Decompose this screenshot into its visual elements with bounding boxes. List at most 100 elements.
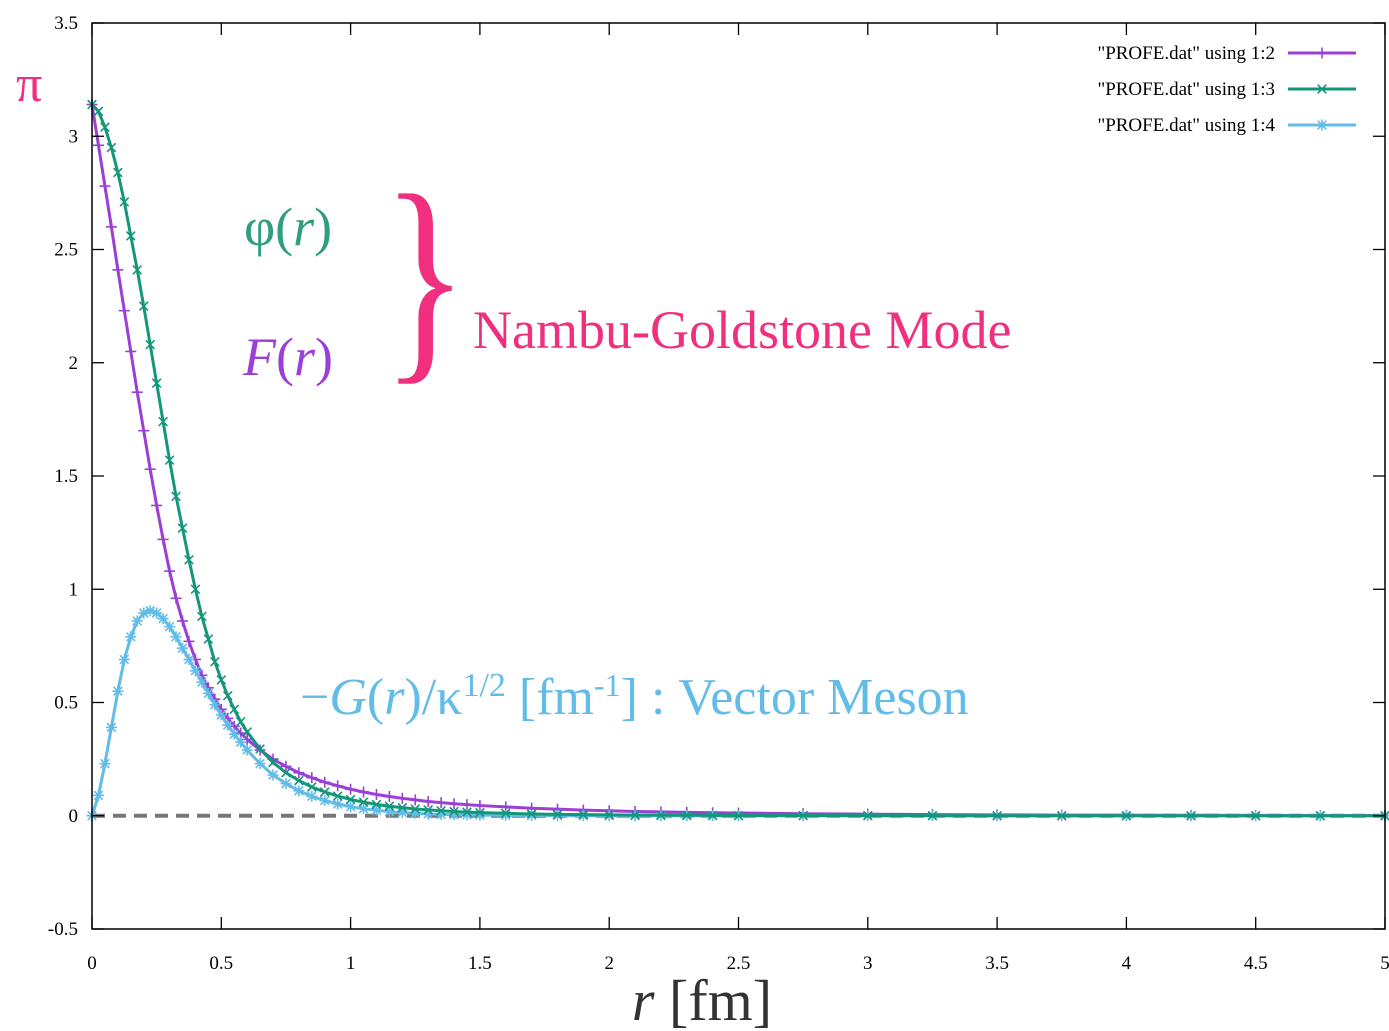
x-marker <box>733 810 744 821</box>
marker-stroke <box>209 656 220 667</box>
vm-G: G <box>329 669 367 726</box>
marker-stroke <box>184 554 194 565</box>
x-marker <box>190 584 201 595</box>
x-marker <box>255 744 265 754</box>
y-tick-label: 2.5 <box>54 240 78 261</box>
x-marker <box>371 799 382 810</box>
marker-stroke <box>1250 810 1261 821</box>
plus-marker <box>118 305 130 317</box>
x-marker <box>681 810 692 821</box>
x-axis-var: r <box>632 968 655 1031</box>
x-marker <box>604 809 615 820</box>
x-marker <box>235 716 246 727</box>
marker-stroke <box>145 339 156 350</box>
x-marker <box>397 802 408 813</box>
star-marker <box>183 653 195 665</box>
marker-stroke <box>125 231 136 241</box>
marker-stroke <box>345 794 356 805</box>
star-marker <box>157 613 169 625</box>
x-tick-label: 4.5 <box>1244 953 1268 974</box>
vm-unit-post: ] : Vector Meson <box>621 669 969 726</box>
x-axis-unit: [fm] <box>655 968 773 1031</box>
star-marker <box>215 709 227 721</box>
marker-stroke <box>113 167 123 178</box>
plus-marker <box>435 797 447 809</box>
marker-stroke <box>423 805 434 815</box>
vm-minus: − <box>300 669 329 726</box>
star-marker <box>228 728 240 740</box>
star-marker <box>209 699 221 711</box>
marker-stroke <box>552 809 563 820</box>
plus-marker <box>138 425 150 437</box>
x-tick-label: 2 <box>604 953 614 974</box>
plus-marker <box>1316 47 1328 59</box>
legend-label: "PROFE.dat" using 1:4 <box>1097 115 1275 136</box>
marker-stroke <box>281 778 291 789</box>
x-marker <box>294 775 304 786</box>
marker-stroke <box>526 809 537 819</box>
marker-stroke <box>255 744 265 754</box>
plus-marker <box>177 615 189 627</box>
star-marker <box>92 789 104 801</box>
nambu-goldstone-label: Nambu-Goldstone Mode <box>473 300 1011 360</box>
x-tick-label: 0 <box>87 953 97 974</box>
marker-stroke <box>681 810 692 821</box>
x-tick-label: 4 <box>1122 953 1132 974</box>
marker-stroke <box>242 727 253 737</box>
x-tick-label: 2.5 <box>727 953 751 974</box>
star-marker <box>293 785 305 797</box>
marker-stroke <box>707 810 718 821</box>
plus-marker <box>358 786 370 798</box>
star-marker <box>189 665 201 677</box>
marker-stroke <box>371 799 382 810</box>
marker-stroke <box>197 677 207 687</box>
marker-stroke <box>100 122 110 133</box>
x-marker <box>1186 810 1196 821</box>
plus-marker <box>461 799 473 811</box>
x-marker <box>216 674 227 685</box>
x-tick-label: 3.5 <box>985 953 1009 974</box>
marker-stroke <box>106 142 117 153</box>
marker-stroke <box>197 611 207 622</box>
plus-marker <box>396 792 408 804</box>
marker-stroke <box>151 608 162 618</box>
x-marker <box>578 809 589 820</box>
star-marker <box>235 736 247 748</box>
x-marker <box>707 810 718 821</box>
star-marker <box>526 810 538 822</box>
marker-stroke <box>268 770 278 780</box>
vm-exponent: 1/2 <box>462 667 505 704</box>
marker-stroke <box>222 690 233 701</box>
y-tick-label: 2 <box>69 353 79 374</box>
x-marker <box>119 197 130 207</box>
plus-marker <box>170 592 182 604</box>
x-marker <box>927 810 938 821</box>
plus-marker <box>92 139 104 151</box>
x-marker <box>229 704 240 715</box>
marker-stroke <box>119 197 130 207</box>
plus-marker <box>157 533 169 545</box>
star-marker <box>118 653 130 665</box>
marker-stroke <box>190 665 201 676</box>
marker-stroke <box>1317 84 1327 94</box>
marker-stroke <box>158 416 168 427</box>
legend-label: "PROFE.dat" using 1:3 <box>1097 79 1275 100</box>
x-marker <box>475 807 485 818</box>
marker-stroke <box>100 758 110 769</box>
marker-stroke <box>436 805 446 816</box>
plus-marker <box>383 790 395 802</box>
x-marker <box>203 634 214 644</box>
marker-stroke <box>125 631 136 642</box>
marker-stroke <box>171 491 181 502</box>
marker-stroke <box>164 455 175 466</box>
star-marker <box>125 631 137 643</box>
marker-stroke <box>656 810 666 821</box>
star-marker <box>267 769 279 781</box>
star-marker <box>254 758 266 770</box>
y-tick-label: 3 <box>69 126 79 147</box>
marker-stroke <box>733 810 744 821</box>
star-marker <box>358 803 370 815</box>
star-marker <box>105 721 117 733</box>
x-marker <box>1250 810 1261 821</box>
